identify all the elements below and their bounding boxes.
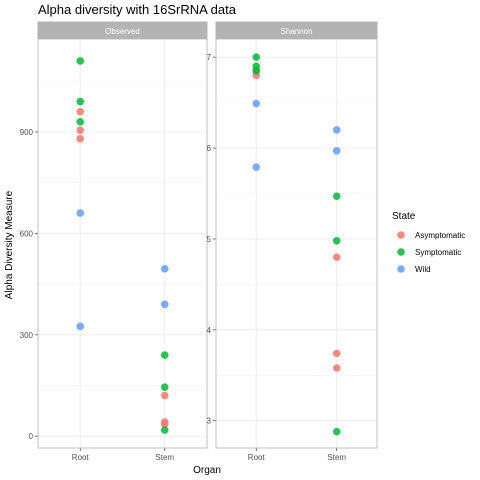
facet-shannon: Shannon 3 4 5 6 7 Root Stem bbox=[207, 21, 378, 462]
point-wild bbox=[160, 300, 169, 309]
panel-background bbox=[38, 39, 207, 448]
point-symptomatic bbox=[332, 427, 341, 436]
y-tick-label: 900 bbox=[20, 128, 34, 137]
y-tick-label: 300 bbox=[20, 331, 34, 340]
legend-label: Asymptomatic bbox=[415, 231, 465, 240]
point-asymptomatic bbox=[160, 420, 169, 429]
x-axis-title: Organ bbox=[193, 465, 221, 476]
panel-background bbox=[216, 39, 377, 448]
point-asymptomatic bbox=[76, 126, 85, 135]
point-asymptomatic bbox=[76, 107, 85, 116]
point-wild bbox=[76, 322, 85, 331]
point-asymptomatic bbox=[76, 134, 85, 143]
y-axis-title: Alpha Diversity Measure bbox=[4, 190, 15, 299]
legend-entry-wild: Wild bbox=[392, 261, 431, 278]
point-wild bbox=[332, 126, 341, 134]
y-tick-label: 0 bbox=[29, 432, 34, 441]
point-wild bbox=[252, 99, 261, 108]
data-points bbox=[252, 53, 341, 436]
y-tick-label: 600 bbox=[20, 229, 34, 238]
legend-marker bbox=[397, 248, 405, 256]
point-wild bbox=[160, 265, 169, 273]
facets: Observed 0 300 600 900 Root Stem Shannon 3 4 5 6 7 Ro… bbox=[20, 21, 378, 462]
legend-entry-symptomatic: Symptomatic bbox=[392, 244, 461, 261]
y-tick-label: 5 bbox=[207, 235, 212, 244]
point-asymptomatic bbox=[332, 349, 341, 358]
point-symptomatic bbox=[76, 118, 85, 126]
point-symptomatic bbox=[332, 192, 341, 201]
point-symptomatic bbox=[160, 351, 169, 359]
x-tick-label: Stem bbox=[155, 453, 174, 462]
panel-border bbox=[37, 38, 208, 449]
point-symptomatic bbox=[332, 236, 341, 245]
data-points bbox=[76, 57, 169, 434]
y-tick-label: 3 bbox=[207, 417, 212, 426]
legend-marker bbox=[397, 265, 405, 273]
chart-title: Alpha diversity with 16SrRNA data bbox=[38, 2, 237, 17]
legend-entries: Asymptomatic Symptomatic Wild bbox=[392, 227, 465, 278]
legend-title: State bbox=[392, 211, 416, 222]
point-asymptomatic bbox=[160, 391, 169, 400]
point-symptomatic bbox=[76, 97, 85, 106]
x-tick-label: Stem bbox=[327, 453, 346, 462]
facet-strip-label: Shannon bbox=[280, 27, 312, 36]
point-symptomatic bbox=[76, 57, 85, 65]
legend: State Asymptomatic Symptomatic Wild bbox=[392, 211, 465, 278]
x-tick-label: Root bbox=[248, 453, 266, 462]
point-symptomatic bbox=[160, 426, 169, 434]
panel-border bbox=[215, 38, 378, 449]
point-asymptomatic bbox=[332, 253, 341, 261]
gridlines bbox=[38, 39, 207, 448]
point-wild bbox=[76, 209, 85, 217]
point-wild bbox=[332, 146, 341, 155]
facet-strip-label: Observed bbox=[105, 27, 140, 36]
facet-observed: Observed 0 300 600 900 Root Stem bbox=[20, 21, 208, 462]
point-asymptomatic bbox=[332, 364, 341, 372]
point-symptomatic bbox=[252, 53, 261, 61]
legend-label: Symptomatic bbox=[415, 248, 461, 257]
y-tick-label: 4 bbox=[207, 326, 212, 335]
legend-label: Wild bbox=[415, 265, 431, 274]
point-wild bbox=[252, 163, 261, 171]
legend-entry-asymptomatic: Asymptomatic bbox=[392, 227, 465, 244]
y-tick-label: 7 bbox=[207, 53, 212, 62]
y-tick-label: 6 bbox=[207, 144, 212, 153]
x-tick-label: Root bbox=[72, 453, 90, 462]
point-symptomatic bbox=[252, 67, 261, 75]
legend-marker bbox=[397, 231, 405, 239]
point-symptomatic bbox=[160, 383, 169, 391]
